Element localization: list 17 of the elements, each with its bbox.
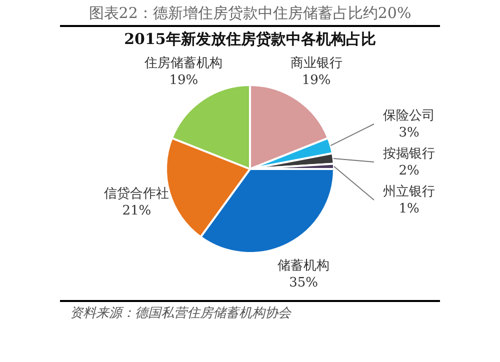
slice-label: 按揭银行 xyxy=(383,146,435,162)
data-label: 2% xyxy=(398,163,420,178)
data-label: 3% xyxy=(398,125,420,140)
data-label: 35% xyxy=(289,276,318,291)
slice-label: 州立银行 xyxy=(383,183,435,200)
slice-label: 住房储蓄机构 xyxy=(144,54,223,71)
data-label: 19% xyxy=(302,72,331,88)
slice-label: 保险公司 xyxy=(383,108,435,124)
chart-subtitle: 2015年新发放住房贷款中各机构占比 xyxy=(123,30,377,49)
data-label: 21% xyxy=(122,203,152,218)
slice-label: 信贷合作社 xyxy=(104,186,170,202)
slice-label: 储蓄机构 xyxy=(278,258,330,274)
slice-label: 商业银行 xyxy=(290,56,342,71)
data-label: 1% xyxy=(398,201,420,216)
chart-title: 图表22：德新增住房贷款中住房储蓄占比约20% xyxy=(60,4,440,27)
data-label: 19% xyxy=(169,72,198,88)
text: 资料来源：德国私营住房储蓄机构协会 xyxy=(60,300,440,322)
